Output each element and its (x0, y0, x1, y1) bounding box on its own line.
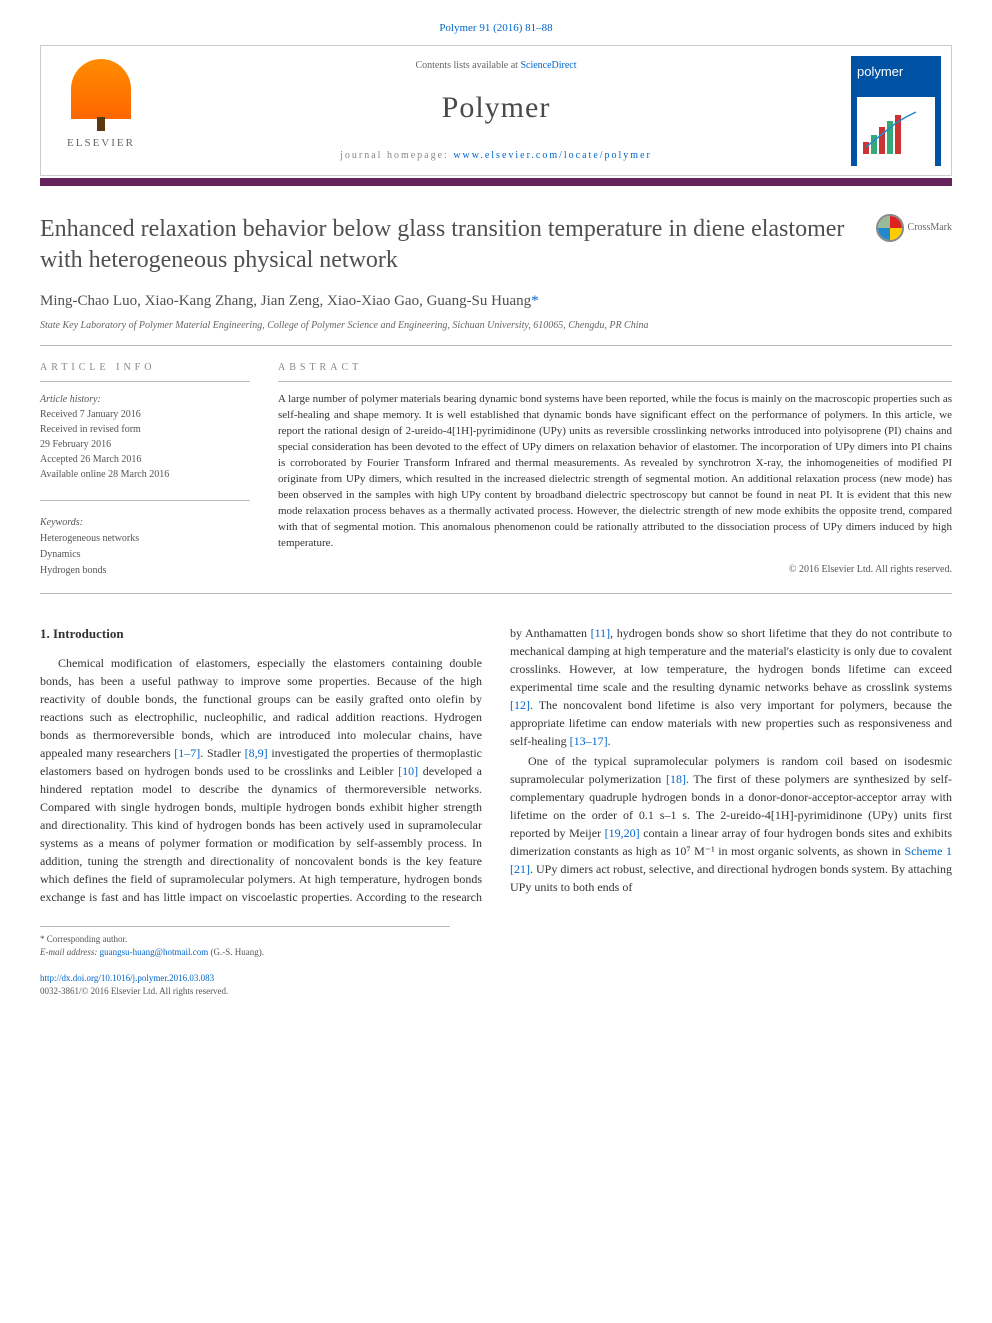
crossmark-button[interactable]: CrossMark (876, 214, 952, 242)
doi-link[interactable]: http://dx.doi.org/10.1016/j.polymer.2016… (40, 973, 214, 983)
header-citation[interactable]: Polymer 91 (2016) 81–88 (40, 20, 952, 37)
history-line: Received in revised form (40, 424, 141, 435)
article-history: Article history: Received 7 January 2016… (40, 392, 250, 482)
homepage-prefix: journal homepage: (340, 150, 453, 161)
body-text-run: Chemical modification of elastomers, esp… (40, 656, 482, 760)
plum-accent-bar (40, 178, 952, 186)
keywords-label: Keywords: (40, 517, 83, 528)
keyword: Hydrogen bonds (40, 565, 106, 576)
body-text-run: developed a hindered reptation model to … (40, 764, 482, 868)
history-line: Accepted 26 March 2016 (40, 454, 141, 465)
citation-link[interactable]: [1–7] (174, 746, 200, 760)
corresponding-author-marker[interactable]: * (531, 293, 539, 309)
keyword: Dynamics (40, 549, 81, 560)
body-text-run: . UPy dimers act robust, selective, and … (510, 862, 952, 894)
email-suffix: (G.-S. Huang). (208, 947, 264, 957)
article-info-column: ARTICLE INFO Article history: Received 7… (40, 360, 250, 579)
citation-link[interactable]: [19,20] (605, 826, 640, 840)
crossmark-icon (876, 214, 904, 242)
keywords-block: Keywords: Heterogeneous networks Dynamic… (40, 515, 250, 579)
sciencedirect-link[interactable]: ScienceDirect (520, 60, 576, 71)
body-text-run: . Stadler (200, 746, 244, 760)
contents-prefix: Contents lists available at (415, 60, 520, 71)
citation-link[interactable]: [18] (666, 772, 686, 786)
cover-label: polymer (857, 64, 903, 79)
abstract-text: A large number of polymer materials bear… (278, 392, 952, 551)
abstract-heading: ABSTRACT (278, 360, 952, 382)
divider (40, 593, 952, 594)
citation-link[interactable]: [10] (398, 764, 418, 778)
body-paragraph: One of the typical supramolecular polyme… (510, 752, 952, 896)
citation-link[interactable]: [8,9] (245, 746, 268, 760)
journal-header: ELSEVIER polymer Contents lists availabl… (40, 45, 952, 176)
citation-link[interactable]: [13–17] (570, 734, 608, 748)
body-text: 1. Introduction Chemical modification of… (40, 624, 952, 906)
issn-copyright-line: 0032-3861/© 2016 Elsevier Ltd. All right… (40, 986, 228, 996)
history-line: Available online 28 March 2016 (40, 469, 169, 480)
contents-line: Contents lists available at ScienceDirec… (171, 58, 821, 73)
citation-link[interactable]: [12] (510, 698, 530, 712)
divider (40, 500, 250, 501)
section-heading-introduction: 1. Introduction (40, 624, 482, 644)
keyword: Heterogeneous networks (40, 533, 139, 544)
citation-link[interactable]: [21] (510, 862, 530, 876)
affiliation: State Key Laboratory of Polymer Material… (40, 318, 952, 333)
journal-homepage-line: journal homepage: www.elsevier.com/locat… (171, 148, 821, 163)
journal-cover-thumb[interactable]: polymer (851, 56, 941, 166)
article-title: Enhanced relaxation behavior below glass… (40, 214, 856, 276)
body-text-run: . (608, 734, 611, 748)
elsevier-label: ELSEVIER (67, 135, 135, 152)
cover-inner-graphic (857, 97, 935, 167)
abstract-column: ABSTRACT A large number of polymer mater… (278, 360, 952, 579)
crossmark-label: CrossMark (908, 220, 952, 235)
elsevier-tree-icon (71, 59, 131, 119)
journal-name: Polymer (171, 85, 821, 130)
author-list: Ming-Chao Luo, Xiao-Kang Zhang, Jian Zen… (40, 290, 952, 313)
history-label: Article history: (40, 394, 101, 405)
scheme-link[interactable]: Scheme 1 (904, 844, 952, 858)
corresponding-email-link[interactable]: guangsu-huang@hotmail.com (100, 947, 209, 957)
elsevier-logo[interactable]: ELSEVIER (51, 56, 151, 156)
email-label: E-mail address: (40, 947, 100, 957)
citation-link[interactable]: [11] (591, 626, 611, 640)
abstract-copyright: © 2016 Elsevier Ltd. All rights reserved… (278, 562, 952, 577)
footnotes: * Corresponding author. E-mail address: … (40, 926, 450, 960)
footer-block: http://dx.doi.org/10.1016/j.polymer.2016… (40, 972, 952, 999)
author-names: Ming-Chao Luo, Xiao-Kang Zhang, Jian Zen… (40, 293, 531, 309)
divider (40, 345, 952, 346)
history-line: 29 February 2016 (40, 439, 111, 450)
history-line: Received 7 January 2016 (40, 409, 141, 420)
journal-homepage-link[interactable]: www.elsevier.com/locate/polymer (453, 150, 652, 161)
corresponding-note: * Corresponding author. (40, 933, 450, 947)
article-info-heading: ARTICLE INFO (40, 360, 250, 382)
